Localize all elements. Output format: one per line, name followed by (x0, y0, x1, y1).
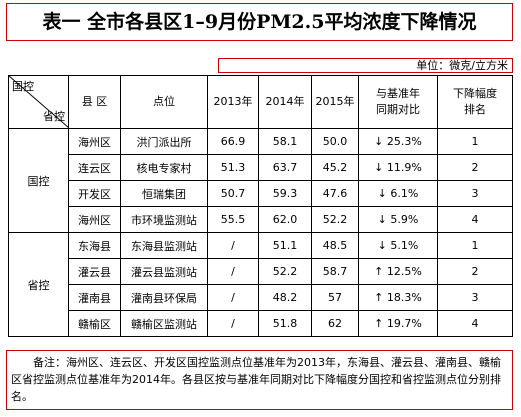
cell: 4 (437, 206, 513, 233)
cell: ↓ 5.1% (358, 232, 438, 259)
table: 国控 省控 县 区点位 2013年 2014年 2015年 与基准年 同期对比 下降幅度 排名… (8, 75, 513, 337)
cell: ↓ 5.9% (358, 206, 438, 233)
cell: 东海县监测站 (120, 232, 208, 259)
group-cell: 省控 (8, 232, 69, 337)
cell: 3 (437, 284, 513, 311)
cell: 51.1 (258, 232, 312, 259)
cell: 海州区 (68, 206, 121, 233)
cell: 1 (437, 128, 513, 155)
header-text: 与基准年 (376, 87, 420, 100)
cell: 62 (311, 310, 359, 337)
cell: 灌云县 (68, 258, 121, 285)
header-text: 下降幅度 (453, 87, 497, 100)
cell: 2 (437, 154, 513, 181)
header-cell: 2013年 (207, 75, 259, 129)
row: 灌云县 灌云县监测站/52.2 58.7 ↑ 12.5% 2 (9, 258, 513, 285)
cell: 赣榆区 (68, 310, 121, 337)
cell: 灌南县环保局 (120, 284, 208, 311)
row: 海州区 市环境监测站 55.5 62.0 52.2 ↓ 5.9% 4 (9, 206, 513, 233)
cell: 开发区 (68, 180, 121, 207)
cell: 58.7 (311, 258, 359, 285)
cell: 48.2 (258, 284, 312, 311)
cell: 58.1 (258, 128, 312, 155)
header-cell: 2014年 (258, 75, 312, 129)
row: 开发区 恒瑞集团 50.7 59.3 47.6 ↓ 6.1% 3 (9, 180, 513, 207)
corner-top: 国控 (12, 80, 34, 93)
cell: 51.3 (207, 154, 259, 181)
cell: 海州区 (68, 128, 121, 155)
table-head: 国控 省控 县 区点位 2013年 2014年 2015年 与基准年 同期对比 下降幅度 排名 (8, 75, 513, 129)
note: 备注：海州区、连云区、开发区国控监测点位基准年为2013年，东海县、灌云县、灌南… (6, 350, 513, 410)
cell: 50.7 (207, 180, 259, 207)
cell: 洪门派出所 (120, 128, 208, 155)
header-text: 点位 (153, 95, 175, 108)
cell: 52.2 (258, 258, 312, 285)
header-text: 2015年 (315, 95, 355, 108)
header-cell: 点位 (120, 75, 208, 129)
cell: 52.2 (311, 206, 359, 233)
cell: 66.9 (207, 128, 259, 155)
header-text: 2014年 (265, 95, 305, 108)
cell: 48.5 (311, 232, 359, 259)
unit: 单位：微克/立方米 (218, 58, 513, 73)
cell: 1 (437, 232, 513, 259)
group-cell: 国控 (8, 128, 69, 233)
cell: 47.6 (311, 180, 359, 207)
cell: / (207, 284, 259, 311)
diagonal (9, 76, 68, 128)
cell: 3 (437, 180, 513, 207)
cell: 灌南县 (68, 284, 121, 311)
cell: 连云区 (68, 154, 121, 181)
cell: 2 (437, 258, 513, 285)
row: 赣榆区 赣榆区监测站/51.8 62 ↑ 19.7% 4 (9, 310, 513, 337)
header-text: 县 区 (81, 95, 108, 108)
cell: ↓ 6.1% (358, 180, 438, 207)
cell: ↓ 25.3% (358, 128, 438, 155)
cell: 62.0 (258, 206, 312, 233)
cell: 灌云县监测站 (120, 258, 208, 285)
cell: / (207, 232, 259, 259)
cell: 59.3 (258, 180, 312, 207)
row: 国控 海州区 洪门派出所 66.9 58.1 50.0 ↓ 25.3% 1 (8, 128, 513, 233)
header-row: 国控 省控 县 区点位 2013年 2014年 2015年 与基准年 同期对比 下降幅度 排名 (8, 75, 513, 129)
row: 省控 东海县 东海县监测站/51.1 48.5 ↓ 5.1% 1 (8, 232, 513, 337)
cell: / (207, 310, 259, 337)
cell: 50.0 (311, 128, 359, 155)
cell: ↑ 12.5% (358, 258, 438, 285)
cell: ↑ 19.7% (358, 310, 438, 337)
header-text: 排名 (464, 103, 486, 116)
corner-bottom: 省控 (43, 110, 65, 123)
row: 灌南县 灌南县环保局/48.2 57 ↑ 18.3% 3 (9, 284, 513, 311)
title: 表一 全市各县区1–9月份PM2.5平均浓度下降情况 (6, 3, 513, 41)
cell: 恒瑞集团 (120, 180, 208, 207)
header-cell: 2015年 (311, 75, 359, 129)
cell: 东海县 (68, 232, 121, 259)
cell: 55.5 (207, 206, 259, 233)
cell: 63.7 (258, 154, 312, 181)
header-cell: 与基准年 同期对比 (358, 75, 438, 129)
cell: ↓ 11.9% (358, 154, 438, 181)
cell: 市环境监测站 (120, 206, 208, 233)
header-cell: 县 区 (68, 75, 121, 129)
cell: 4 (437, 310, 513, 337)
row: 连云区 核电专家村 51.3 63.7 45.2 ↓ 11.9% 2 (9, 154, 513, 181)
table-body: 国控 海州区 洪门派出所 66.9 58.1 50.0 ↓ 25.3% 1 连云区 核电专家村 51… (8, 128, 513, 337)
cell: 51.8 (258, 310, 312, 337)
header-text: 2013年 (213, 95, 253, 108)
header-cell: 下降幅度 排名 (437, 75, 513, 129)
corner-cell: 国控 省控 (8, 75, 69, 129)
cell: ↑ 18.3% (358, 284, 438, 311)
cell: 赣榆区监测站 (120, 310, 208, 337)
cell: 核电专家村 (120, 154, 208, 181)
cell: 45.2 (311, 154, 359, 181)
header-text: 同期对比 (376, 103, 420, 116)
cell: 57 (311, 284, 359, 311)
cell: / (207, 258, 259, 285)
